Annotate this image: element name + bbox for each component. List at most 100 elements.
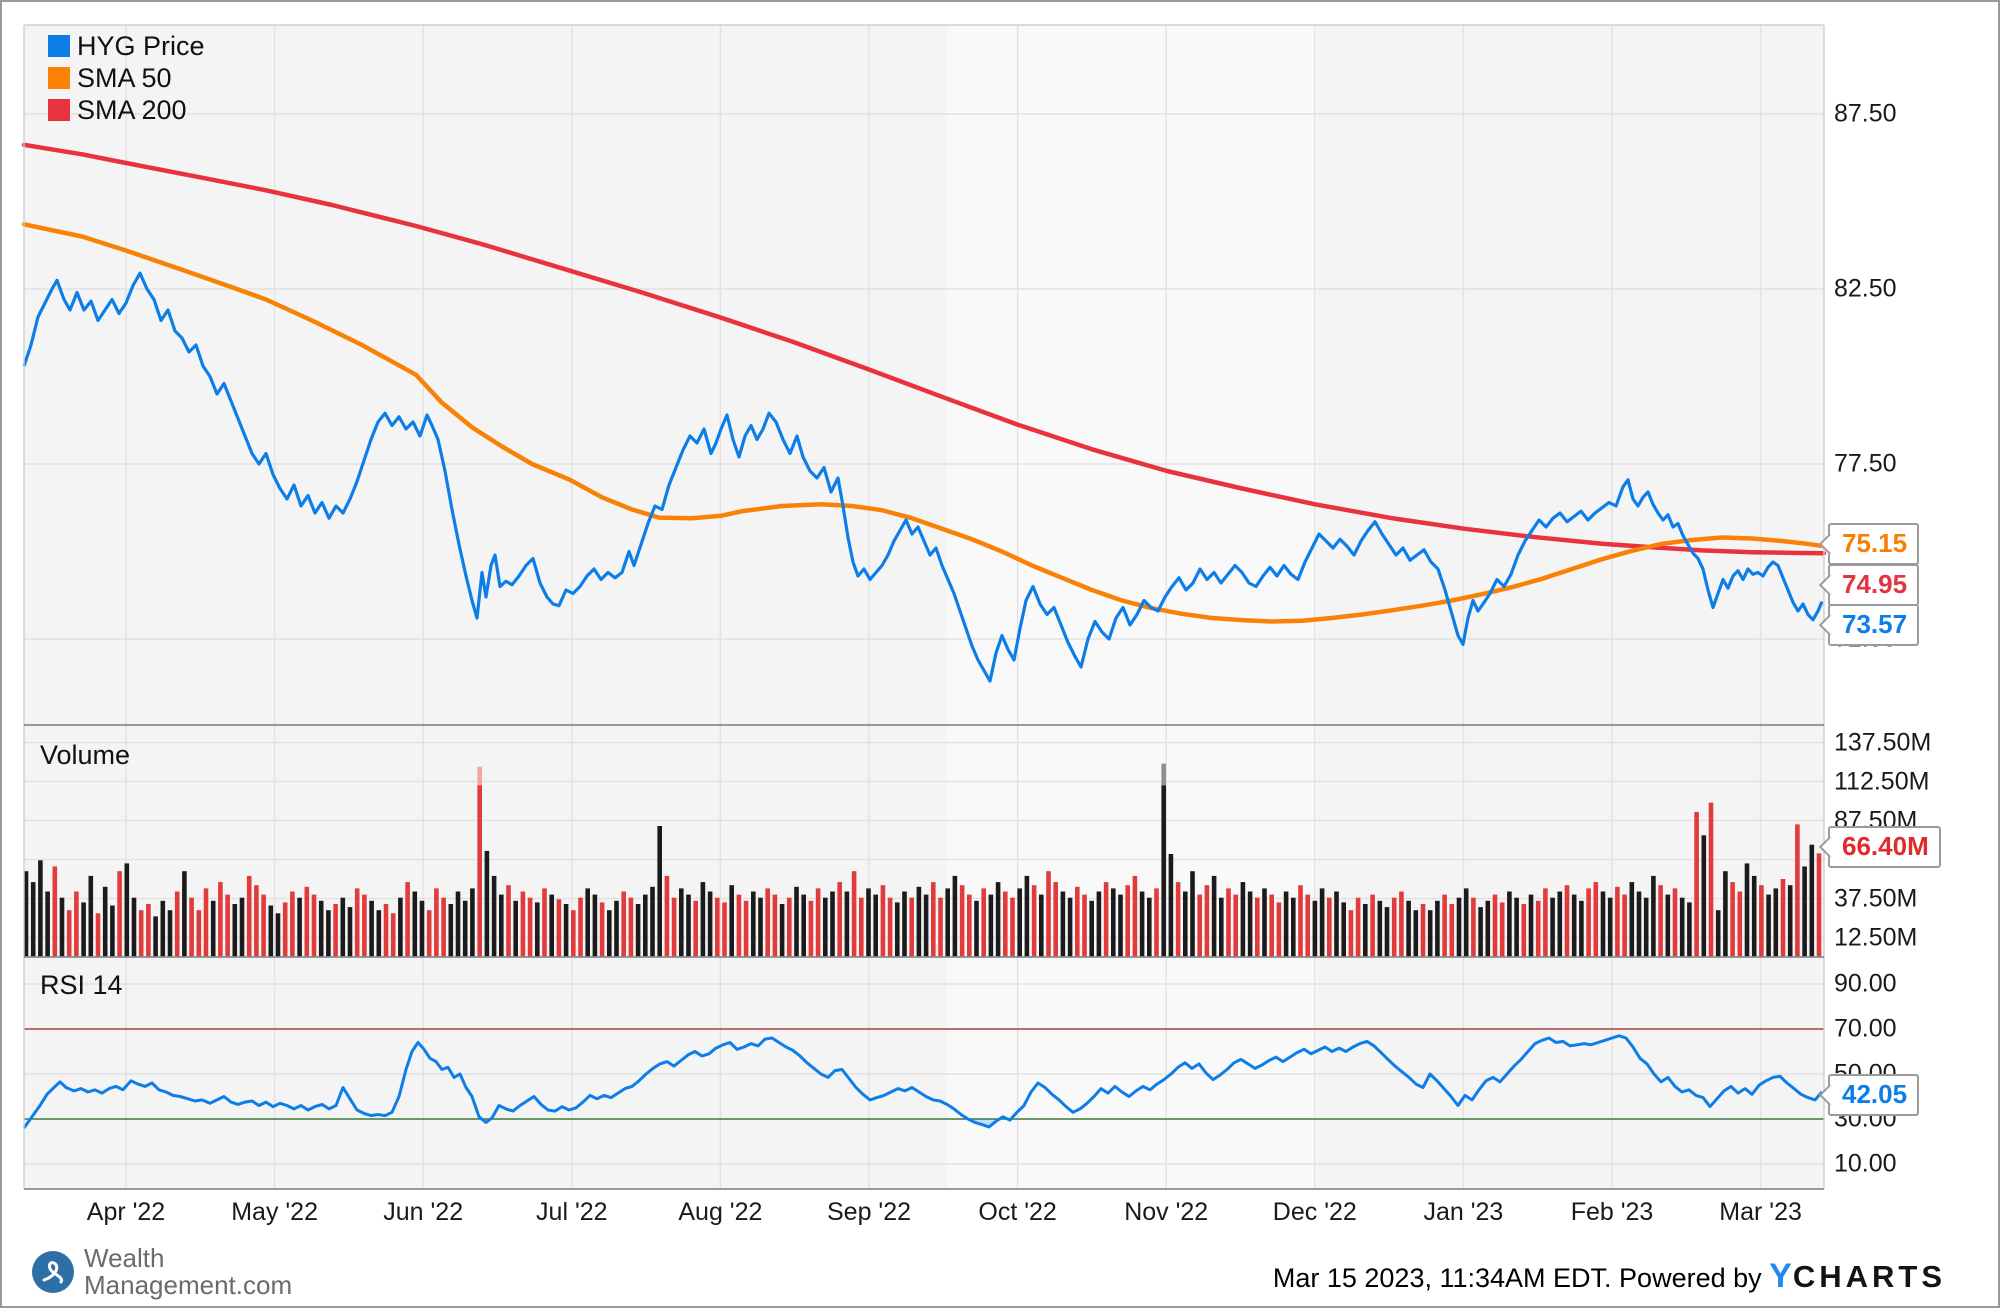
volume-bar	[1103, 882, 1109, 957]
volume-bar	[1687, 902, 1692, 957]
volume-bar	[484, 850, 490, 957]
volume-bar	[347, 907, 353, 957]
logo-line1: Wealth	[84, 1243, 165, 1273]
volume-bar	[621, 891, 626, 957]
volume-bar	[1255, 897, 1260, 957]
volume-bar	[1262, 888, 1267, 957]
volume-bar	[635, 904, 641, 957]
volume-bar	[542, 888, 547, 957]
volume-bar	[1543, 888, 1548, 957]
volume-bar	[1175, 882, 1181, 957]
volume-bar	[1521, 904, 1527, 957]
volume-bar	[1514, 897, 1519, 957]
volume-bar	[1406, 900, 1411, 957]
volume-bar	[1384, 907, 1390, 957]
volume-bar	[412, 891, 418, 957]
volume-bar	[1449, 904, 1455, 957]
volume-bar	[74, 891, 79, 957]
volume-bar	[607, 910, 612, 957]
volume-bar	[1586, 888, 1591, 957]
volume-bar	[225, 894, 230, 957]
volume-bar	[830, 891, 835, 957]
volume-bar	[1413, 910, 1419, 957]
volume-bar	[88, 875, 94, 957]
volume-bar	[210, 900, 216, 957]
volume-bar	[851, 871, 857, 957]
volume-bar	[1291, 897, 1296, 957]
panel-background	[24, 25, 1824, 725]
volume-bar	[470, 888, 475, 957]
volume-bar	[1125, 885, 1130, 957]
price-axis-tick: 87.50	[1834, 99, 1897, 128]
volume-bar	[376, 910, 382, 957]
volume-bar	[628, 897, 634, 957]
rsi-line	[22, 1034, 1824, 1129]
volume-bar	[1010, 897, 1015, 957]
volume-bar	[1024, 875, 1030, 957]
volume-bar	[758, 897, 763, 957]
volume-bar	[772, 894, 778, 957]
volume-bar	[1607, 897, 1613, 957]
volume-bar	[1471, 897, 1476, 957]
volume-bar	[1557, 891, 1563, 957]
volume-bar	[931, 882, 936, 957]
volume-bar	[1075, 886, 1080, 957]
volume-bar	[1363, 904, 1368, 957]
legend-item-sma200: SMA 200	[48, 94, 205, 126]
volume-bar	[707, 891, 713, 957]
legend: HYG Price SMA 50 SMA 200	[48, 30, 205, 126]
volume-bar	[1327, 897, 1332, 957]
x-axis-month-label: Feb '23	[1570, 1198, 1654, 1226]
volume-bar	[318, 900, 324, 957]
wealthmanagement-logo-text: Wealth Management.com	[84, 1245, 292, 1299]
volume-bar	[1420, 904, 1426, 957]
volume-bar	[1723, 871, 1728, 957]
volume-bar	[808, 900, 814, 957]
ycharts-logo-y: Y	[1769, 1257, 1793, 1295]
volume-bar	[1003, 891, 1008, 957]
volume-bar	[1442, 894, 1447, 957]
volume-bar	[1795, 824, 1800, 957]
x-axis-month-label: Nov '22	[1124, 1198, 1209, 1226]
wealthmanagement-logo: Wealth Management.com	[30, 1245, 292, 1299]
volume-bar	[462, 900, 468, 957]
volume-panel-title: Volume	[40, 740, 131, 770]
volume-bar	[1341, 902, 1346, 957]
volume-bar	[650, 886, 655, 957]
volume-bar	[1139, 891, 1145, 957]
volume-bar	[715, 897, 720, 957]
volume-bar	[657, 826, 662, 957]
volume-bar	[1701, 835, 1707, 957]
volume-bar	[1240, 882, 1246, 957]
volume-bar	[887, 897, 893, 957]
volume-bar	[455, 891, 461, 957]
volume-bar	[1809, 844, 1815, 957]
volume-bar	[1319, 888, 1325, 957]
volume-bar	[1780, 879, 1786, 957]
volume-bar	[1355, 897, 1361, 957]
rsi-axis-tick: 70.00	[1834, 1014, 1897, 1043]
volume-bar	[419, 900, 425, 957]
volume-axis-tick: 37.50M	[1834, 884, 1918, 912]
volume-bar	[1766, 894, 1771, 957]
sma200-swatch-icon	[48, 99, 70, 121]
volume-bar	[138, 910, 144, 957]
x-axis-month-label: Apr '22	[86, 1198, 166, 1226]
volume-bar	[1219, 897, 1224, 957]
x-axis-month-label: Sep '22	[826, 1198, 912, 1226]
volume-bar	[232, 904, 238, 957]
volume-bar	[1564, 885, 1570, 957]
volume-bar	[1694, 811, 1699, 957]
volume-value-callout: 66.40M	[1828, 826, 1941, 868]
rsi-axis-tick: 10.00	[1834, 1149, 1897, 1178]
volume-bar	[729, 885, 734, 957]
volume-bar	[686, 894, 691, 957]
volume-bar-tip	[1161, 763, 1166, 786]
x-axis-month-label: Oct '22	[978, 1198, 1057, 1226]
volume-bar	[426, 910, 432, 957]
volume-bar	[1377, 900, 1383, 957]
volume-bar	[1528, 894, 1534, 957]
volume-bar	[736, 894, 742, 957]
volume-bar	[664, 875, 670, 957]
